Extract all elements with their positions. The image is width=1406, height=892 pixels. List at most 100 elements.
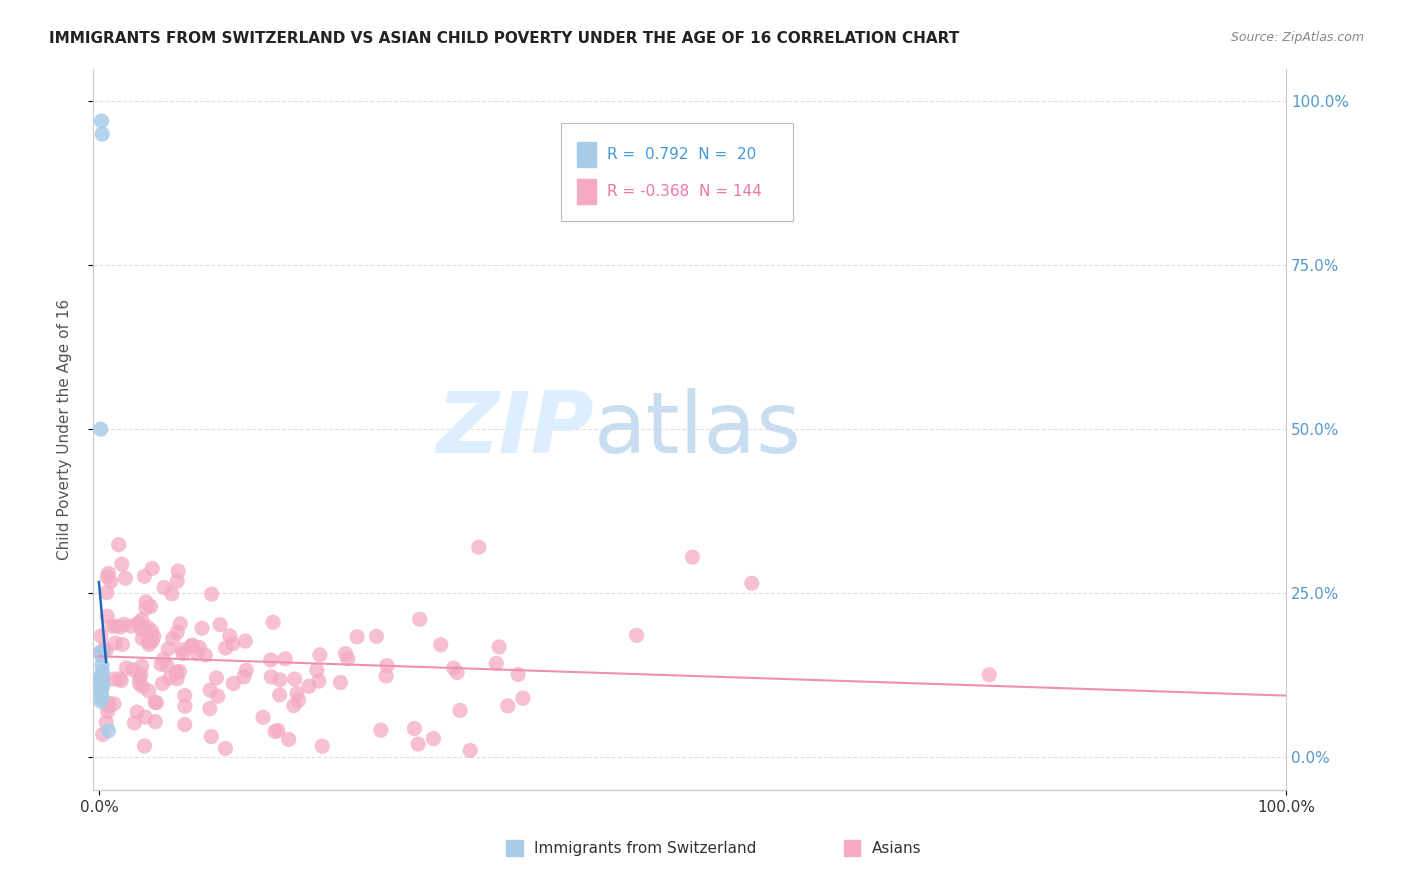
Point xyxy=(90,679,112,693)
Point xyxy=(375,658,398,673)
Point xyxy=(681,549,703,564)
Point xyxy=(207,689,229,703)
Point xyxy=(979,667,1001,681)
Point xyxy=(274,652,297,666)
Point xyxy=(153,581,176,595)
Point xyxy=(128,676,150,690)
Point xyxy=(366,629,388,643)
Point xyxy=(404,722,426,736)
Point xyxy=(138,637,160,651)
Point xyxy=(139,599,162,614)
Point xyxy=(127,616,149,631)
Point xyxy=(375,669,398,683)
Point xyxy=(90,645,112,659)
Point xyxy=(283,698,305,713)
Point xyxy=(111,638,134,652)
Point xyxy=(336,651,359,665)
Point xyxy=(166,665,188,680)
Point xyxy=(90,645,112,659)
Point xyxy=(485,657,508,671)
Point xyxy=(104,636,127,650)
Point xyxy=(488,640,510,654)
Point xyxy=(91,672,114,686)
Point xyxy=(205,671,228,685)
Point xyxy=(284,672,307,686)
Point xyxy=(90,648,112,663)
Point xyxy=(308,674,330,689)
Point xyxy=(97,696,120,710)
Point xyxy=(201,587,224,601)
Point xyxy=(96,643,118,657)
Point xyxy=(172,647,194,661)
Point xyxy=(512,691,534,706)
Point xyxy=(269,688,291,702)
Point xyxy=(103,672,125,686)
Point xyxy=(150,676,173,690)
Point xyxy=(166,574,188,589)
Point xyxy=(112,617,135,632)
Point xyxy=(90,671,112,685)
Point xyxy=(264,724,287,739)
Point xyxy=(90,629,112,643)
Point xyxy=(198,701,221,715)
Point xyxy=(90,684,112,698)
Text: Source: ZipAtlas.com: Source: ZipAtlas.com xyxy=(1230,31,1364,45)
Point xyxy=(90,114,112,128)
Point xyxy=(172,643,194,657)
Point xyxy=(159,671,181,685)
Point xyxy=(90,688,112,702)
Point xyxy=(143,714,166,729)
Point xyxy=(96,609,118,624)
Point xyxy=(90,658,112,673)
Point xyxy=(186,647,208,661)
Point xyxy=(222,637,245,651)
Text: atlas: atlas xyxy=(595,388,801,471)
Point xyxy=(141,624,163,638)
Point xyxy=(260,670,283,684)
Point xyxy=(134,739,156,753)
Point xyxy=(135,595,157,609)
Text: Immigrants from Switzerland: Immigrants from Switzerland xyxy=(534,841,756,855)
Point xyxy=(135,601,157,615)
Point xyxy=(222,676,245,690)
Point xyxy=(96,715,118,730)
Point xyxy=(134,569,156,583)
Text: Asians: Asians xyxy=(872,841,921,855)
Point xyxy=(120,619,142,633)
Point xyxy=(180,639,202,653)
Point xyxy=(269,673,291,687)
Point xyxy=(90,694,112,708)
Point xyxy=(218,629,240,643)
Point xyxy=(287,693,309,707)
Point xyxy=(408,612,430,626)
Point xyxy=(232,670,254,684)
Point xyxy=(209,617,232,632)
Point xyxy=(143,695,166,709)
Point xyxy=(141,634,163,648)
Point xyxy=(173,689,195,703)
Point xyxy=(96,570,118,584)
Point xyxy=(167,564,190,578)
Point xyxy=(131,632,153,646)
Point xyxy=(370,723,392,738)
Point xyxy=(138,684,160,698)
Point xyxy=(156,658,179,673)
Point xyxy=(329,675,352,690)
Point xyxy=(150,657,173,672)
Point xyxy=(169,616,191,631)
Y-axis label: Child Poverty Under the Age of 16: Child Poverty Under the Age of 16 xyxy=(58,299,72,560)
Point xyxy=(198,683,221,698)
Point xyxy=(101,619,124,633)
Point xyxy=(277,732,299,747)
Point xyxy=(174,699,197,714)
Point xyxy=(309,648,332,662)
Point xyxy=(97,699,120,714)
Point xyxy=(311,739,333,754)
Text: R = -0.368  N = 144: R = -0.368 N = 144 xyxy=(607,185,762,200)
Point xyxy=(458,743,481,757)
Point xyxy=(136,620,159,634)
Point xyxy=(114,571,136,585)
Point xyxy=(335,647,357,661)
Point xyxy=(110,620,132,634)
Point xyxy=(142,629,165,643)
